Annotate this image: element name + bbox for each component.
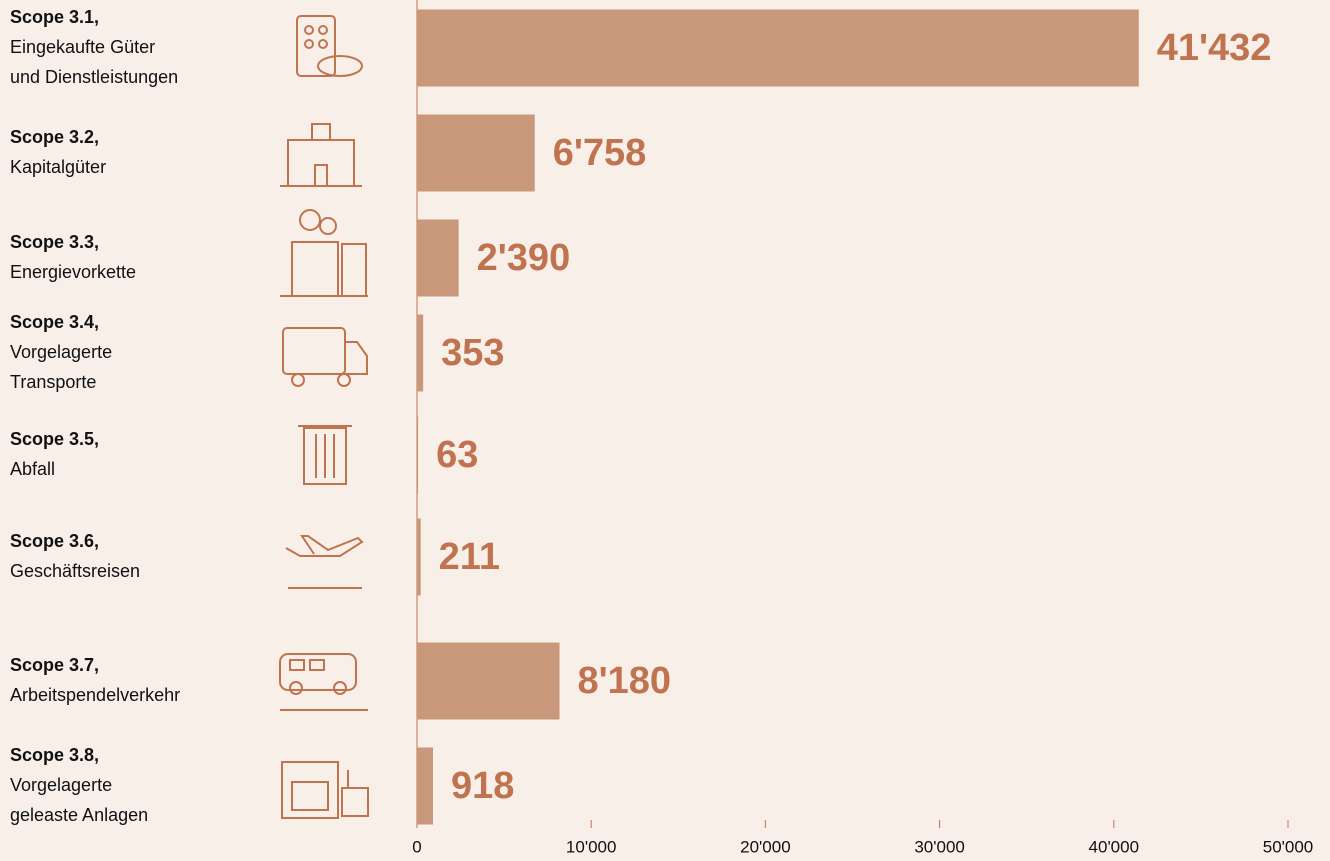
icon-plane <box>285 535 364 589</box>
category-description: und Dienstleistungen <box>10 67 178 87</box>
icon-bin <box>298 425 352 485</box>
value-label: 63 <box>436 434 478 476</box>
bar <box>417 114 535 192</box>
icon-bus <box>279 653 368 711</box>
bar <box>417 747 433 825</box>
category-label: Scope 3.3, <box>10 232 99 252</box>
category-description: Geschäftsreisen <box>10 561 140 581</box>
value-label: 41'432 <box>1157 27 1272 69</box>
category-label: Scope 3.2, <box>10 127 99 147</box>
category-description: Transporte <box>10 372 96 392</box>
value-label: 211 <box>439 536 500 578</box>
bar <box>417 518 421 596</box>
category-description: Abfall <box>10 459 55 479</box>
icon-goods <box>296 15 363 77</box>
icon-factory <box>280 209 368 297</box>
x-tick-label: 30'000 <box>914 837 965 856</box>
bar <box>417 219 459 297</box>
icon-building <box>280 123 362 187</box>
category-label: Scope 3.5, <box>10 429 99 449</box>
category-label: Scope 3.6, <box>10 531 99 551</box>
x-tick-label: 40'000 <box>1089 837 1140 856</box>
value-label: 353 <box>441 332 504 374</box>
icon-truck <box>282 327 368 387</box>
category-label: Scope 3.7, <box>10 655 99 675</box>
icon-oven <box>281 761 369 819</box>
value-label: 918 <box>451 765 514 807</box>
category-label: Scope 3.1, <box>10 7 99 27</box>
icons <box>279 15 369 819</box>
bar <box>417 9 1139 87</box>
category-description: Arbeitspendelverkehr <box>10 685 180 705</box>
category-label: Scope 3.4, <box>10 312 99 332</box>
bar <box>417 314 424 392</box>
category-description: Eingekaufte Güter <box>10 37 155 57</box>
category-description: Vorgelagerte <box>10 775 112 795</box>
bar <box>417 642 560 720</box>
value-label: 8'180 <box>577 660 671 702</box>
x-tick-label: 10'000 <box>566 837 617 856</box>
bar <box>417 416 419 494</box>
value-label: 2'390 <box>477 237 571 279</box>
category-label: Scope 3.8, <box>10 745 99 765</box>
x-tick-label: 0 <box>412 837 421 856</box>
x-tick-label: 20'000 <box>740 837 791 856</box>
category-description: Energievorkette <box>10 262 136 282</box>
category-description: Vorgelagerte <box>10 342 112 362</box>
category-description: geleaste Anlagen <box>10 805 148 825</box>
category-description: Kapitalgüter <box>10 157 106 177</box>
x-tick-label: 50'000 <box>1263 837 1314 856</box>
value-label: 6'758 <box>553 132 647 174</box>
